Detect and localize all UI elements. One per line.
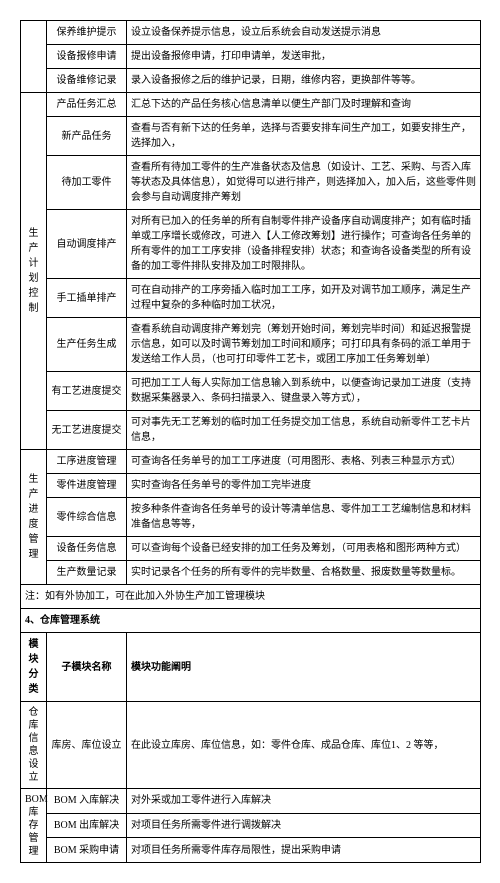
sub-name: 库房、库位设立 (47, 702, 127, 789)
empty-cat (21, 21, 47, 93)
desc: 实时记录各个任务的所有零件的完毕数量、合格数量、报废数量等数量标。 (127, 561, 481, 585)
desc: 查看所有待加工零件的生产准备状态及信息（如设计、工艺、采购、与否入库等状态及具体… (127, 156, 481, 210)
desc: 可以查询每个设备已经安排的加工任务及筹划，（可用表格和图形两种方式） (127, 537, 481, 561)
col-header-category: 模块分类 (21, 633, 47, 702)
category-warehouse-setup: 仓库信息设立 (21, 702, 47, 789)
sub-name: 设备任务信息 (47, 537, 127, 561)
sub-name: 保养维护提示 (47, 21, 127, 45)
section-4-header: 4、仓库管理系统 (21, 609, 481, 633)
sub-name: BOM 采购申请 (47, 838, 127, 863)
desc: 对所有已加入的任务单的所有自制零件排产设备序自动调度排产；如有临时插单或工序增长… (127, 210, 481, 279)
sub-name: 手工插单排产 (47, 279, 127, 318)
sub-name: 产品任务汇总 (47, 93, 127, 117)
desc: 可查询各任务单号的加工工序进度（可用图形、表格、列表三种显示方式） (127, 450, 481, 474)
desc: 实时查询各任务单号的零件加工完毕进度 (127, 474, 481, 498)
category-production-progress: 生产进度管理 (21, 450, 47, 585)
sub-name: 无工艺进度提交 (47, 411, 127, 450)
desc: 在此设立库房、库位信息，如：零件仓库、成品仓库、库位1、2 等等， (127, 702, 481, 789)
desc: 查看与否有新下达的任务单，选择与否要安排车间生产加工，如要安排生产，选择加入， (127, 117, 481, 156)
desc: 对项目任务所需零件进行调拨解决 (127, 813, 481, 838)
desc: 查看系统自动调度排产筹划完（筹划开始时间，筹划完毕时间）和延迟报警提示信息，如可… (127, 318, 481, 372)
sub-name: BOM 入库解决 (47, 789, 127, 814)
category-production-plan: 生产计划控制 (21, 93, 47, 450)
desc: 可把加工工人每人实际加工信息输入到系统中，以便查询记录加工进度（支持数据采集器录… (127, 372, 481, 411)
sub-name: 工序进度管理 (47, 450, 127, 474)
desc: 按多种条件查询各任务单号的设计等清单信息、零件加工工艺编制信息和材料准备信息等等… (127, 498, 481, 537)
desc: 汇总下达的产品任务核心信息清单以便生产部门及时理解和查询 (127, 93, 481, 117)
sub-name: 自动调度排产 (47, 210, 127, 279)
desc: 提出设备报修申请，打印申请单，发送审批， (127, 45, 481, 69)
note-text: 注：如有外协加工，可在此加入外协生产加工管理模块 (21, 585, 481, 609)
sub-name: 设备维修记录 (47, 69, 127, 93)
sub-name: 零件综合信息 (47, 498, 127, 537)
sub-name: 生产任务生成 (47, 318, 127, 372)
desc: 对项目任务所需零件库存局限性，提出采购申请 (127, 838, 481, 863)
sub-name: 零件进度管理 (47, 474, 127, 498)
sub-name: BOM 出库解决 (47, 813, 127, 838)
module-table: 保养维护提示 设立设备保养提示信息，设立后系统会自动发送提示消息 设备报修申请 … (20, 20, 481, 863)
sub-name: 新产品任务 (47, 117, 127, 156)
sub-name: 设备报修申请 (47, 45, 127, 69)
desc: 设立设备保养提示信息，设立后系统会自动发送提示消息 (127, 21, 481, 45)
category-bom-inventory: BOM库存管理 (21, 789, 47, 863)
desc: 对外采或加工零件进行入库解决 (127, 789, 481, 814)
desc: 可对事先无工艺筹划的临时加工任务提交加工信息，系统自动新零件工艺卡片信息， (127, 411, 481, 450)
col-header-submodule: 子模块名称 (47, 633, 127, 702)
sub-name: 生产数量记录 (47, 561, 127, 585)
desc: 可在自动排产的工序旁插入临时加工工序，如开及对调节加工顺序，满足生产过程中复杂的… (127, 279, 481, 318)
sub-name: 待加工零件 (47, 156, 127, 210)
desc: 录入设备报修之后的维护记录，日期，维修内容，更换部件等等。 (127, 69, 481, 93)
col-header-function: 模块功能阐明 (127, 633, 481, 702)
sub-name: 有工艺进度提交 (47, 372, 127, 411)
